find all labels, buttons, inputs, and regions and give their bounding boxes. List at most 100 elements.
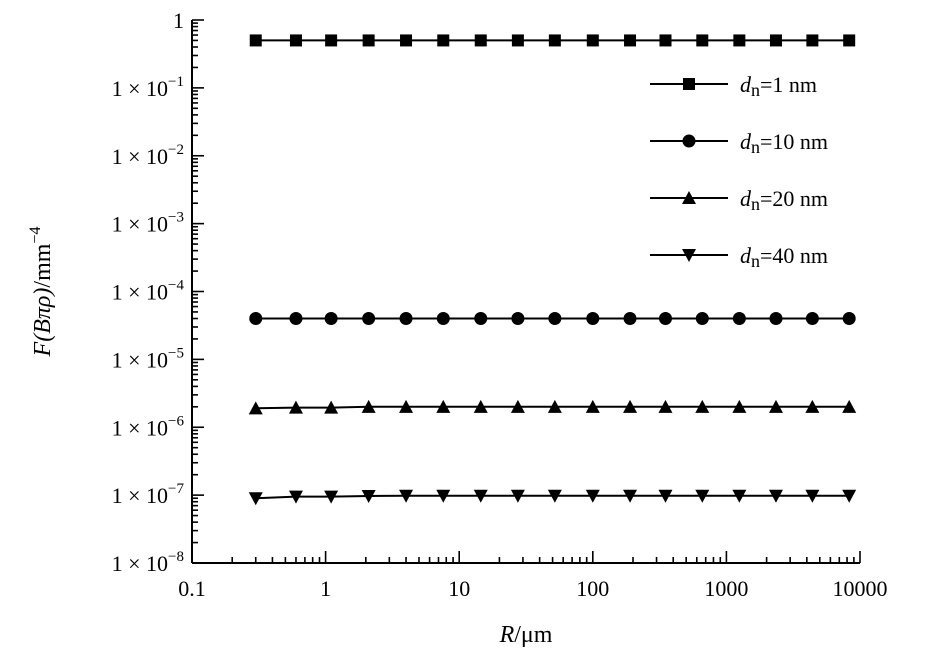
data-point bbox=[288, 490, 303, 504]
data-point bbox=[695, 312, 709, 326]
data-point bbox=[623, 399, 638, 413]
data-point bbox=[695, 399, 710, 413]
data-point bbox=[548, 312, 562, 326]
data-point bbox=[511, 34, 524, 47]
data-point bbox=[658, 489, 673, 503]
data-point bbox=[361, 399, 376, 413]
x-tick-label: 10 bbox=[448, 576, 470, 601]
y-tick-label: 1 × 10−2 bbox=[112, 142, 184, 169]
legend-label: dn=1 nm bbox=[740, 72, 817, 100]
data-point bbox=[249, 34, 262, 47]
data-point bbox=[585, 489, 600, 503]
legend-marker bbox=[682, 191, 696, 204]
y-axis-label: F(Bπρ)/mm−4 bbox=[27, 227, 56, 358]
axes: 0.1 1 10 100 1000 10000 1 1 × 10−1 1 × 10−2 1 × 1… bbox=[112, 8, 888, 601]
x-tick-label: 10000 bbox=[833, 576, 888, 601]
data-point bbox=[324, 490, 339, 504]
data-point bbox=[248, 401, 263, 415]
data-point bbox=[436, 399, 451, 413]
y-tick-label: 1 × 10−7 bbox=[112, 481, 185, 508]
axis-labels: R/μm F(Bπρ)/mm−4 bbox=[27, 227, 553, 648]
data-point bbox=[842, 399, 857, 413]
data-point bbox=[548, 34, 561, 47]
series-layer bbox=[248, 34, 857, 506]
data-point bbox=[623, 489, 638, 503]
data-point bbox=[768, 489, 783, 503]
data-point bbox=[732, 312, 746, 326]
y-tick-label: 1 × 10−8 bbox=[112, 549, 184, 576]
series-2 bbox=[249, 312, 856, 326]
data-point bbox=[768, 399, 783, 413]
data-point bbox=[399, 399, 414, 413]
data-point bbox=[805, 399, 820, 413]
legend-entry-4: dn=40 nm bbox=[650, 243, 828, 271]
data-point bbox=[325, 34, 338, 47]
legend-entry-3: dn=20 nm bbox=[650, 186, 828, 214]
data-point bbox=[805, 489, 820, 503]
data-point bbox=[249, 312, 263, 326]
series-1 bbox=[249, 34, 856, 47]
data-point bbox=[732, 399, 747, 413]
data-point bbox=[842, 312, 856, 326]
data-point bbox=[362, 34, 375, 47]
data-point bbox=[624, 34, 637, 47]
y-tick-label: 1 × 10−3 bbox=[112, 210, 184, 237]
data-point bbox=[399, 489, 414, 503]
y-tick-label: 1 × 10−5 bbox=[112, 345, 184, 372]
data-point bbox=[511, 312, 525, 326]
legend-marker bbox=[682, 249, 696, 262]
legend-label: dn=20 nm bbox=[740, 186, 828, 214]
x-axis-label: R/μm bbox=[499, 622, 553, 648]
legend-label: dn=10 nm bbox=[740, 129, 828, 157]
data-point bbox=[399, 312, 413, 326]
data-point bbox=[289, 34, 302, 47]
data-point bbox=[324, 312, 338, 326]
data-point bbox=[362, 312, 376, 326]
legend-entry-2: dn=10 nm bbox=[650, 129, 828, 157]
data-point bbox=[586, 312, 600, 326]
data-point bbox=[473, 399, 488, 413]
data-point bbox=[623, 312, 637, 326]
y-tick-label: 1 × 10−6 bbox=[112, 413, 185, 440]
legend-entry-1: dn=1 nm bbox=[650, 72, 817, 100]
x-tick-label: 0.1 bbox=[178, 576, 206, 601]
series-4 bbox=[248, 489, 857, 506]
data-point bbox=[436, 489, 451, 503]
data-point bbox=[805, 312, 819, 326]
data-point bbox=[400, 34, 413, 47]
data-point bbox=[732, 489, 747, 503]
data-point bbox=[585, 399, 600, 413]
x-tick-label: 1000 bbox=[704, 576, 748, 601]
data-point bbox=[769, 34, 782, 47]
data-point bbox=[769, 312, 783, 326]
data-point bbox=[547, 489, 562, 503]
legend: dn=1 nm dn=10 nm dn=20 nm dn=40 nm bbox=[650, 72, 828, 271]
data-point bbox=[474, 312, 488, 326]
series-3 bbox=[248, 399, 857, 415]
data-point bbox=[696, 34, 709, 47]
data-point bbox=[806, 34, 819, 47]
data-point bbox=[436, 312, 450, 326]
y-tick-label: 1 bbox=[173, 8, 184, 33]
data-point bbox=[733, 34, 746, 47]
data-point bbox=[289, 312, 303, 326]
data-point bbox=[695, 489, 710, 503]
data-point bbox=[473, 489, 488, 503]
data-point bbox=[324, 400, 339, 414]
data-point bbox=[361, 490, 376, 504]
data-point bbox=[658, 312, 672, 326]
data-point bbox=[248, 492, 263, 506]
data-point bbox=[510, 489, 525, 503]
data-point bbox=[474, 34, 487, 47]
data-point bbox=[437, 34, 450, 47]
data-point bbox=[288, 400, 303, 414]
data-point bbox=[658, 399, 673, 413]
x-tick-label: 1 bbox=[320, 576, 331, 601]
legend-marker bbox=[682, 134, 696, 148]
data-point bbox=[659, 34, 672, 47]
data-point bbox=[843, 34, 856, 47]
y-tick-label: 1 × 10−4 bbox=[112, 278, 185, 305]
legend-label: dn=40 nm bbox=[740, 243, 828, 271]
legend-marker bbox=[683, 78, 695, 90]
